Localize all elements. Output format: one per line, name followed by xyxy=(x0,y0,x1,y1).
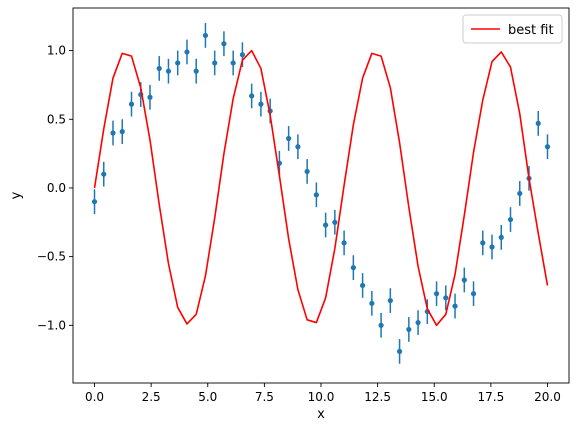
data-point xyxy=(396,348,403,355)
data-point xyxy=(369,300,375,306)
data-point xyxy=(470,291,477,297)
data-point xyxy=(517,190,523,197)
data-point xyxy=(378,322,384,328)
data-point xyxy=(212,60,218,66)
data-point xyxy=(507,216,514,223)
x-tick-label: 0.0 xyxy=(85,390,104,404)
data-point xyxy=(249,93,255,99)
x-tick-label: 17.5 xyxy=(478,390,505,404)
data-point xyxy=(184,49,190,55)
plot-frame xyxy=(72,7,570,384)
data-point xyxy=(461,277,467,283)
x-tick-label: 7.5 xyxy=(255,390,274,404)
data-point xyxy=(295,144,301,150)
data-point xyxy=(387,297,393,304)
x-tick-label: 5.0 xyxy=(198,390,217,404)
data-point xyxy=(193,68,199,74)
x-tick-label: 15.0 xyxy=(421,390,448,404)
data-point xyxy=(350,265,356,271)
legend-label-best-fit: best fit xyxy=(508,23,554,38)
x-tick-label: 20.0 xyxy=(534,390,561,404)
data-point xyxy=(452,303,458,309)
x-tick-label: 12.5 xyxy=(364,390,391,404)
data-point xyxy=(360,282,366,289)
data-point xyxy=(156,65,162,72)
data-point xyxy=(544,144,551,150)
data-point xyxy=(332,219,338,225)
legend-box xyxy=(462,14,563,44)
error-bar-layer xyxy=(93,23,549,364)
y-tick-label: −1.0 xyxy=(37,318,66,332)
data-point xyxy=(304,168,310,175)
legend: best fit xyxy=(462,14,563,44)
data-point xyxy=(480,240,486,246)
y-tick-label: 1.0 xyxy=(47,44,66,58)
x-tick-label: 2.5 xyxy=(142,390,161,404)
data-point xyxy=(286,135,292,142)
x-axis-ticks: 0.0 2.5 5.0 7.5 10.0 12.5 15.0 17.5 20.0 xyxy=(85,383,561,404)
data-point xyxy=(498,234,504,240)
data-point xyxy=(535,120,541,126)
data-point xyxy=(175,60,181,66)
data-point xyxy=(110,130,116,136)
data-point xyxy=(323,222,329,228)
data-point xyxy=(119,129,125,135)
data-point xyxy=(101,171,107,177)
data-point xyxy=(313,192,319,198)
x-axis-label: x xyxy=(317,407,325,422)
data-point xyxy=(239,52,246,58)
data-point xyxy=(128,101,135,107)
data-point-layer xyxy=(91,32,551,355)
x-tick-label: 10.0 xyxy=(308,390,335,404)
data-point xyxy=(433,291,440,297)
data-point xyxy=(443,295,449,301)
data-point xyxy=(165,68,172,74)
data-point xyxy=(489,244,495,250)
best-fit-line xyxy=(93,49,549,327)
data-point xyxy=(415,319,421,326)
y-tick-label: 0.5 xyxy=(47,112,66,126)
data-point xyxy=(147,94,153,100)
data-point xyxy=(341,240,347,246)
data-point xyxy=(91,199,98,205)
data-point xyxy=(221,41,227,47)
y-axis-label: y xyxy=(9,191,24,199)
data-point xyxy=(258,101,264,107)
data-point xyxy=(202,32,209,39)
data-point xyxy=(406,326,412,333)
y-tick-label: −0.5 xyxy=(37,250,66,264)
y-tick-label: 0.0 xyxy=(47,181,66,195)
data-point xyxy=(230,60,236,66)
y-axis-ticks: −1.0 −0.5 0.0 0.5 1.0 xyxy=(37,44,73,332)
